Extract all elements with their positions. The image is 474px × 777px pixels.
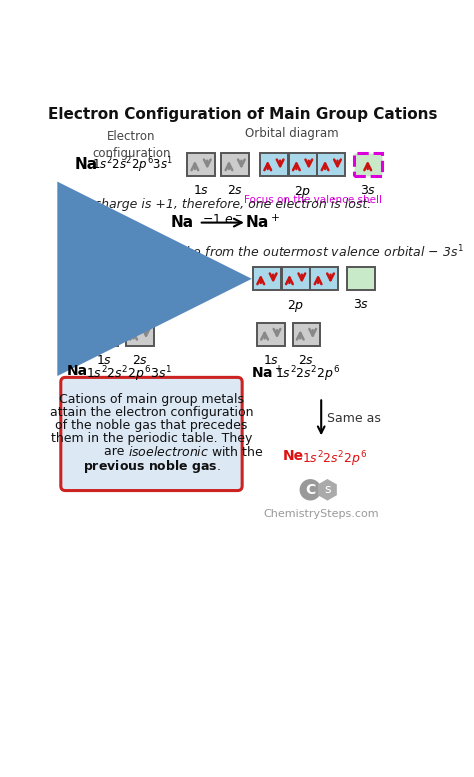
Bar [310,267,338,291]
Bar [253,267,281,291]
Text: Na: Na [170,215,193,230]
FancyBboxPatch shape [61,378,242,490]
Text: $1s$: $1s$ [263,354,279,367]
Text: $3s$: $3s$ [353,298,369,311]
Text: Cations of main group metals: Cations of main group metals [59,392,244,406]
Bar [317,153,345,176]
Text: $-1\ e^-$: $-1\ e^-$ [202,213,243,225]
Text: Electron
configuration: Electron configuration [92,131,171,160]
Text: $\mathbf{\mathit{isoelectronic}}$ with the: $\mathbf{\mathit{isoelectronic}}$ with t… [128,445,264,459]
Text: $1s^22s^22p^63s^1$: $1s^22s^22p^63s^1$ [86,364,172,384]
Bar [260,153,288,176]
Bar [257,322,285,346]
Text: Na: Na [75,158,98,172]
Text: $3s$: $3s$ [177,298,194,311]
Text: C: C [305,483,316,497]
Text: $2s$: $2s$ [227,184,243,197]
Text: Same as: Same as [328,412,381,425]
Text: s: s [324,483,331,497]
Text: Ne: Ne [283,449,303,463]
Bar [354,153,382,176]
Bar [78,267,106,291]
Text: $2s$: $2s$ [132,354,148,367]
Text: $3s$: $3s$ [360,184,376,197]
Bar [221,153,249,176]
Circle shape [300,479,320,500]
Text: $1s$: $1s$ [96,354,112,367]
Text: attain the electron configuration: attain the electron configuration [50,406,253,419]
Bar [292,322,320,346]
Bar [347,267,374,291]
Text: The electron must be from the outermost valence orbital $-$ 3$s^1$: The electron must be from the outermost … [67,244,464,261]
Text: $1s^22s^22p^63s^1$: $1s^22s^22p^63s^1$ [92,155,173,175]
Text: $2p$: $2p$ [287,298,304,314]
Text: The charge is +1, therefore, one electron is lost:: The charge is +1, therefore, one electro… [67,198,372,211]
Text: Na$^+$: Na$^+$ [245,214,280,232]
Text: them in the periodic table. They: them in the periodic table. They [51,432,252,445]
Bar [107,267,135,291]
Bar [90,322,118,346]
Text: $2p$: $2p$ [112,298,129,314]
Text: Na: Na [67,364,88,378]
Text: $2s$: $2s$ [298,354,315,367]
Text: ChemistrySteps.com: ChemistrySteps.com [264,509,379,519]
Text: Electron Configuration of Main Group Cations: Electron Configuration of Main Group Cat… [48,107,438,122]
Bar [135,267,163,291]
Text: $2p$: $2p$ [294,184,311,200]
Text: $1s^22s^22p^6$: $1s^22s^22p^6$ [302,449,367,469]
Bar [289,153,317,176]
Text: Orbital diagram: Orbital diagram [245,127,338,140]
Bar [126,322,154,346]
Text: $1s$: $1s$ [193,184,209,197]
Bar [282,267,310,291]
Text: of the noble gas that precedes: of the noble gas that precedes [55,419,247,432]
Text: Na$^+$: Na$^+$ [251,364,283,382]
Bar [172,267,200,291]
Text: Focus on the valence shell: Focus on the valence shell [244,195,382,205]
Bar [187,153,215,176]
Text: $1s^22s^22p^6$: $1s^22s^22p^6$ [275,364,340,384]
Text: $\mathbf{previous\ noble\ gas}$.: $\mathbf{previous\ noble\ gas}$. [82,458,220,476]
Text: are: are [104,445,128,458]
